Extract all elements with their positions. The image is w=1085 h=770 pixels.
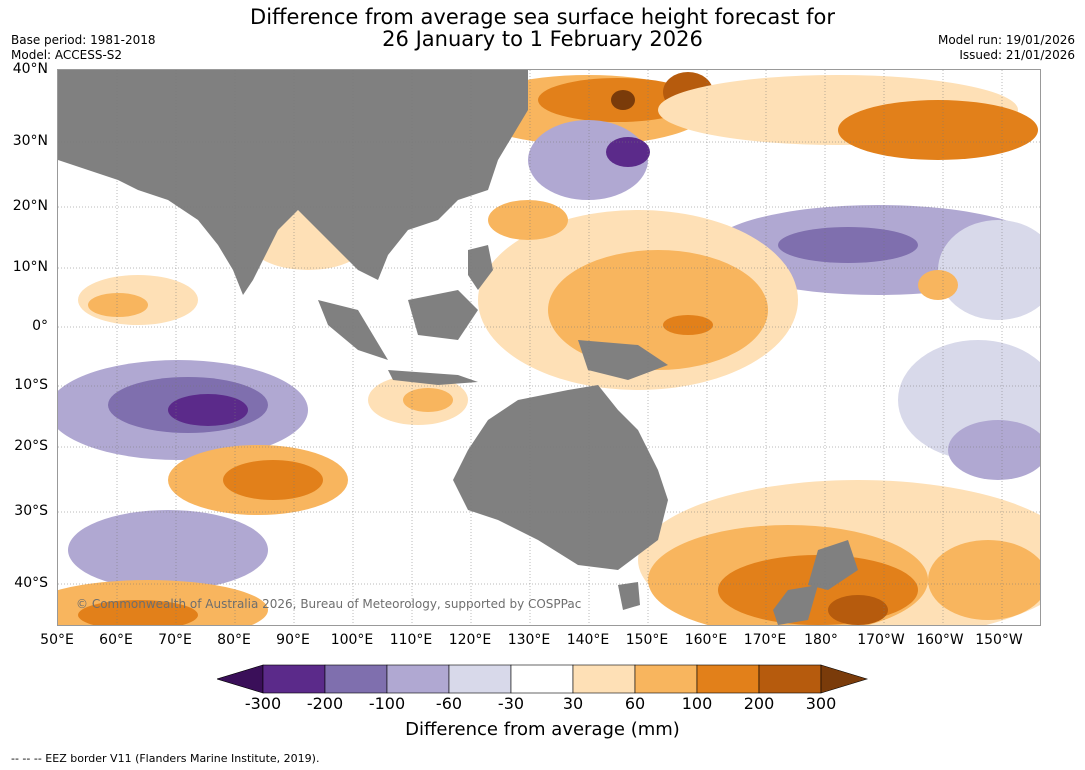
lon-label-140e: 140°E <box>566 632 610 648</box>
lat-label-10s: 10°S <box>14 377 48 393</box>
lon-label-170w: 170°W <box>857 632 905 648</box>
eez-border-legend: -- -- -- EEZ border V11 (Flanders Marine… <box>11 752 320 765</box>
new-zealand-north-landmass <box>808 540 858 590</box>
lon-label-70e: 70°E <box>158 632 192 648</box>
model-text: Model: ACCESS-S2 <box>11 48 123 62</box>
colorbar-label-minus-300: -300 <box>244 694 282 713</box>
lon-label-160w: 160°W <box>916 632 964 648</box>
colorbar-label-minus-30: -30 <box>497 694 525 713</box>
colorbar-label-60: 60 <box>624 694 646 713</box>
colorbar-label-minus-60: -60 <box>435 694 463 713</box>
colorbar-swatch-8 <box>696 664 760 694</box>
colorbar-swatch-9 <box>758 664 822 694</box>
lat-label-40s: 40°S <box>14 575 48 591</box>
tasmania-landmass <box>618 582 640 610</box>
lat-label-40n: 40°N <box>12 61 48 77</box>
philippines-landmass <box>468 245 493 290</box>
map-title-line-1: Difference from average sea surface heig… <box>250 5 835 29</box>
map-canvas <box>58 70 1040 625</box>
colorbar-label-200: 200 <box>743 694 775 713</box>
colorbar-swatch-2 <box>324 664 388 694</box>
colorbar-label-minus-200: -200 <box>306 694 344 713</box>
copyright-notice: © Commonwealth of Australia 2026, Bureau… <box>76 597 582 611</box>
lon-label-50e: 50°E <box>40 632 74 648</box>
colorbar <box>217 664 869 694</box>
lon-label-130e: 130°E <box>507 632 551 648</box>
lat-label-20n: 20°N <box>12 198 48 214</box>
colorbar-swatch-6 <box>572 664 636 694</box>
lon-label-160e: 160°E <box>684 632 728 648</box>
colorbar-swatch-1 <box>262 664 326 694</box>
new-guinea-landmass <box>578 340 668 380</box>
sea-surface-height-map <box>57 69 1041 626</box>
java-landmass <box>388 370 478 385</box>
new-zealand-south-landmass <box>773 585 818 625</box>
sumatra-landmass <box>318 300 388 360</box>
lat-label-10n: 10°N <box>12 259 48 275</box>
lon-label-80e: 80°E <box>217 632 251 648</box>
model-run-text: Model run: 19/01/2026 <box>937 33 1075 47</box>
lat-label-0: 0° <box>32 318 48 334</box>
japan-landmass <box>488 70 528 130</box>
graticule <box>58 70 1040 625</box>
colorbar-swatch-5 <box>510 664 574 694</box>
lon-label-90e: 90°E <box>276 632 310 648</box>
lon-label-150w: 150°W <box>975 632 1023 648</box>
colorbar-label-100: 100 <box>681 694 713 713</box>
lon-label-170e: 170°E <box>743 632 787 648</box>
colorbar-swatch-3 <box>386 664 450 694</box>
map-title-line-2: 26 January to 1 February 2026 <box>382 27 703 51</box>
lon-label-120e: 120°E <box>448 632 492 648</box>
issued-text: Issued: 21/01/2026 <box>959 48 1075 62</box>
colorbar-extend-low <box>217 664 264 694</box>
lat-label-30s: 30°S <box>14 503 48 519</box>
colorbar-label-30: 30 <box>562 694 584 713</box>
lon-label-180: 180° <box>804 632 838 648</box>
lat-label-20s: 20°S <box>14 438 48 454</box>
lat-label-30n: 30°N <box>12 133 48 149</box>
base-period-text: Base period: 1981-2018 <box>11 33 156 47</box>
colorbar-swatch-7 <box>634 664 698 694</box>
borneo-landmass <box>408 290 478 340</box>
colorbar-swatch-4 <box>448 664 512 694</box>
lon-label-110e: 110°E <box>389 632 433 648</box>
anomaly-fields <box>58 72 1040 625</box>
asia-landmass <box>58 70 528 295</box>
colorbar-title: Difference from average (mm) <box>405 719 680 740</box>
lon-label-150e: 150°E <box>625 632 669 648</box>
lon-label-100e: 100°E <box>330 632 374 648</box>
land-masses <box>58 70 858 625</box>
colorbar-label-300: 300 <box>805 694 837 713</box>
lon-label-60e: 60°E <box>99 632 133 648</box>
australia-landmass <box>453 385 668 570</box>
colorbar-extend-high <box>820 664 869 694</box>
colorbar-label-minus-100: -100 <box>368 694 406 713</box>
